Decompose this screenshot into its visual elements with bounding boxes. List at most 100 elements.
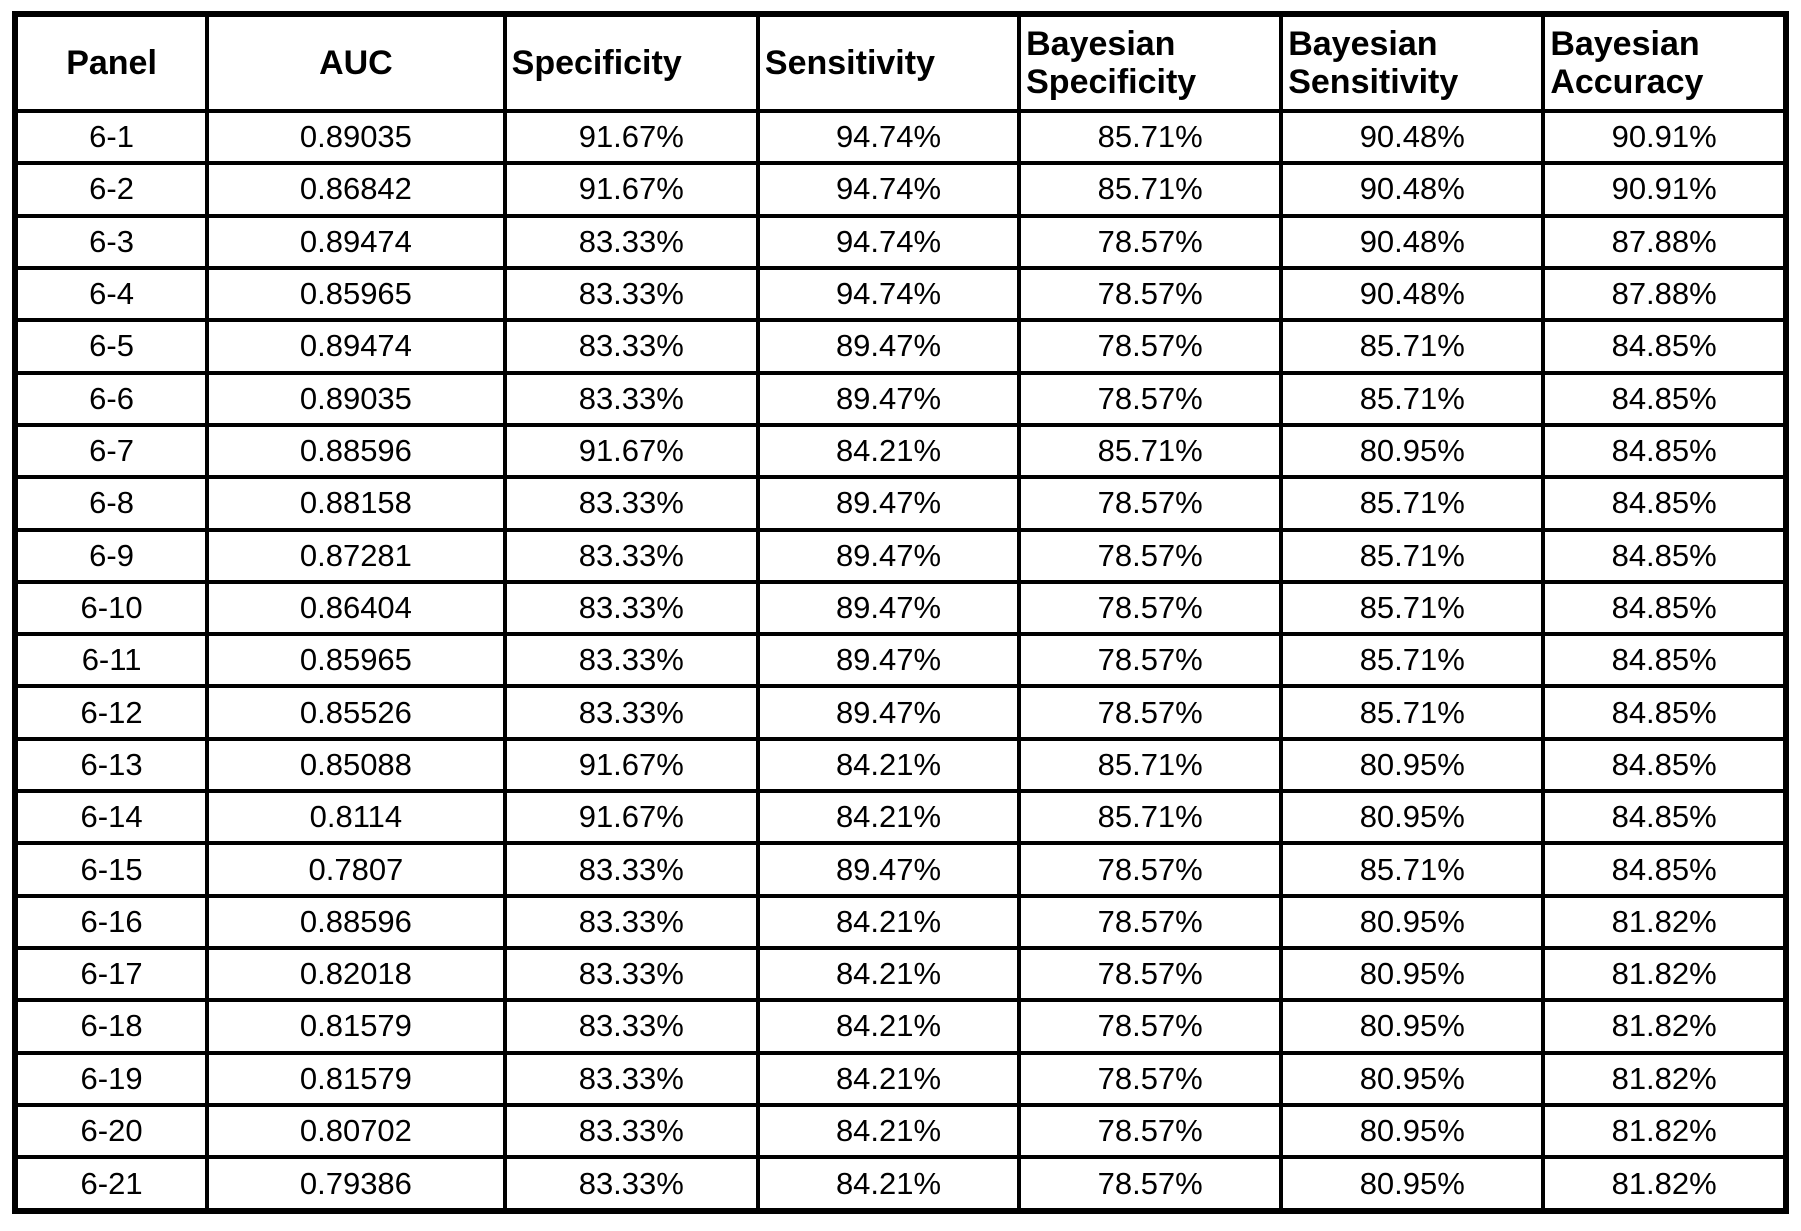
- cell-bayesian-specificity: 78.57%: [1017, 1155, 1284, 1213]
- column-header-bayesian-accuracy: Bayesian Accuracy: [1541, 12, 1788, 113]
- cell-bayesian-accuracy: 87.88%: [1541, 265, 1788, 323]
- cell-auc: 0.8114: [205, 789, 507, 846]
- cell-sensitivity: 84.21%: [755, 998, 1022, 1055]
- cell-specificity: 83.33%: [502, 632, 760, 689]
- cell-bayesian-accuracy: 90.91%: [1541, 161, 1788, 218]
- cell-sensitivity: 89.47%: [755, 632, 1022, 689]
- cell-auc: 0.80702: [205, 1102, 507, 1160]
- cell-auc: 0.85088: [205, 736, 507, 794]
- cell-sensitivity: 84.21%: [755, 1050, 1022, 1107]
- cell-bayesian-specificity: 78.57%: [1017, 632, 1284, 689]
- cell-bayesian-specificity: 78.57%: [1017, 527, 1284, 584]
- cell-auc: 0.89035: [205, 108, 507, 166]
- cell-auc: 0.89474: [205, 213, 507, 270]
- cell-panel: 6-6: [12, 370, 210, 427]
- cell-specificity: 83.33%: [502, 684, 760, 741]
- cell-sensitivity: 84.21%: [755, 945, 1022, 1003]
- cell-auc: 0.88596: [205, 422, 507, 480]
- cell-bayesian-sensitivity: 85.71%: [1279, 475, 1546, 532]
- cell-bayesian-specificity: 78.57%: [1017, 475, 1284, 532]
- cell-auc: 0.89474: [205, 318, 507, 375]
- cell-specificity: 83.33%: [502, 579, 760, 637]
- cell-panel: 6-9: [12, 527, 210, 584]
- cell-bayesian-accuracy: 81.82%: [1541, 1102, 1788, 1160]
- cell-bayesian-accuracy: 84.85%: [1541, 422, 1788, 480]
- cell-bayesian-accuracy: 84.85%: [1541, 527, 1788, 584]
- cell-bayesian-sensitivity: 80.95%: [1279, 945, 1546, 1003]
- cell-sensitivity: 89.47%: [755, 475, 1022, 532]
- cell-bayesian-specificity: 78.57%: [1017, 370, 1284, 427]
- cell-sensitivity: 89.47%: [755, 841, 1022, 898]
- cell-specificity: 91.67%: [502, 789, 760, 846]
- cell-bayesian-sensitivity: 85.71%: [1279, 841, 1546, 898]
- cell-sensitivity: 84.21%: [755, 789, 1022, 846]
- cell-bayesian-sensitivity: 90.48%: [1279, 213, 1546, 270]
- cell-bayesian-sensitivity: 90.48%: [1279, 265, 1546, 323]
- cell-panel: 6-19: [12, 1050, 210, 1107]
- cell-panel: 6-3: [12, 213, 210, 270]
- cell-bayesian-accuracy: 84.85%: [1541, 475, 1788, 532]
- cell-auc: 0.88596: [205, 893, 507, 951]
- cell-bayesian-sensitivity: 85.71%: [1279, 527, 1546, 584]
- cell-bayesian-accuracy: 84.85%: [1541, 736, 1788, 794]
- cell-bayesian-specificity: 85.71%: [1017, 161, 1284, 218]
- cell-sensitivity: 94.74%: [755, 108, 1022, 166]
- cell-bayesian-sensitivity: 85.71%: [1279, 370, 1546, 427]
- cell-specificity: 83.33%: [502, 841, 760, 898]
- cell-bayesian-accuracy: 84.85%: [1541, 370, 1788, 427]
- cell-panel: 6-5: [12, 318, 210, 375]
- cell-sensitivity: 89.47%: [755, 527, 1022, 584]
- cell-bayesian-specificity: 85.71%: [1017, 108, 1284, 166]
- cell-sensitivity: 89.47%: [755, 370, 1022, 427]
- cell-auc: 0.87281: [205, 527, 507, 584]
- cell-panel: 6-18: [12, 998, 210, 1055]
- cell-auc: 0.81579: [205, 998, 507, 1055]
- cell-sensitivity: 94.74%: [755, 265, 1022, 323]
- cell-bayesian-specificity: 78.57%: [1017, 945, 1284, 1003]
- table-row: 6-3 0.89474 83.33% 94.74% 78.57% 90.48% 87.88%: [12, 213, 1788, 270]
- cell-bayesian-specificity: 78.57%: [1017, 318, 1284, 375]
- cell-bayesian-sensitivity: 85.71%: [1279, 632, 1546, 689]
- cell-panel: 6-11: [12, 632, 210, 689]
- cell-auc: 0.79386: [205, 1155, 507, 1213]
- cell-specificity: 83.33%: [502, 265, 760, 323]
- cell-sensitivity: 94.74%: [755, 213, 1022, 270]
- cell-sensitivity: 84.21%: [755, 1155, 1022, 1213]
- cell-auc: 0.86842: [205, 161, 507, 218]
- cell-specificity: 91.67%: [502, 736, 760, 794]
- cell-auc: 0.89035: [205, 370, 507, 427]
- table-row: 6-8 0.88158 83.33% 89.47% 78.57% 85.71% 84.85%: [12, 475, 1788, 532]
- cell-bayesian-specificity: 78.57%: [1017, 841, 1284, 898]
- table-row: 6-9 0.87281 83.33% 89.47% 78.57% 85.71% 84.85%: [12, 527, 1788, 584]
- table-row: 6-15 0.7807 83.33% 89.47% 78.57% 85.71% 84.85%: [12, 841, 1788, 898]
- cell-bayesian-accuracy: 81.82%: [1541, 1155, 1788, 1213]
- cell-bayesian-sensitivity: 80.95%: [1279, 1155, 1546, 1213]
- cell-bayesian-accuracy: 81.82%: [1541, 893, 1788, 951]
- cell-specificity: 91.67%: [502, 161, 760, 218]
- cell-specificity: 91.67%: [502, 108, 760, 166]
- cell-sensitivity: 84.21%: [755, 422, 1022, 480]
- cell-bayesian-accuracy: 84.85%: [1541, 632, 1788, 689]
- cell-panel: 6-15: [12, 841, 210, 898]
- cell-auc: 0.82018: [205, 945, 507, 1003]
- cell-bayesian-accuracy: 84.85%: [1541, 318, 1788, 375]
- cell-auc: 0.88158: [205, 475, 507, 532]
- cell-bayesian-accuracy: 87.88%: [1541, 213, 1788, 270]
- cell-bayesian-accuracy: 90.91%: [1541, 108, 1788, 166]
- cell-bayesian-specificity: 78.57%: [1017, 579, 1284, 637]
- cell-panel: 6-17: [12, 945, 210, 1003]
- cell-bayesian-sensitivity: 80.95%: [1279, 736, 1546, 794]
- cell-specificity: 83.33%: [502, 527, 760, 584]
- cell-auc: 0.85965: [205, 632, 507, 689]
- cell-bayesian-sensitivity: 90.48%: [1279, 161, 1546, 218]
- column-header-sensitivity: Sensitivity: [755, 12, 1022, 113]
- cell-panel: 6-20: [12, 1102, 210, 1160]
- table-row: 6-18 0.81579 83.33% 84.21% 78.57% 80.95% 81.82…: [12, 998, 1788, 1055]
- table-row: 6-13 0.85088 91.67% 84.21% 85.71% 80.95% 84.85…: [12, 736, 1788, 794]
- cell-specificity: 83.33%: [502, 475, 760, 532]
- cell-bayesian-accuracy: 81.82%: [1541, 998, 1788, 1055]
- cell-auc: 0.85526: [205, 684, 507, 741]
- cell-bayesian-sensitivity: 80.95%: [1279, 893, 1546, 951]
- cell-panel: 6-8: [12, 475, 210, 532]
- cell-specificity: 83.33%: [502, 893, 760, 951]
